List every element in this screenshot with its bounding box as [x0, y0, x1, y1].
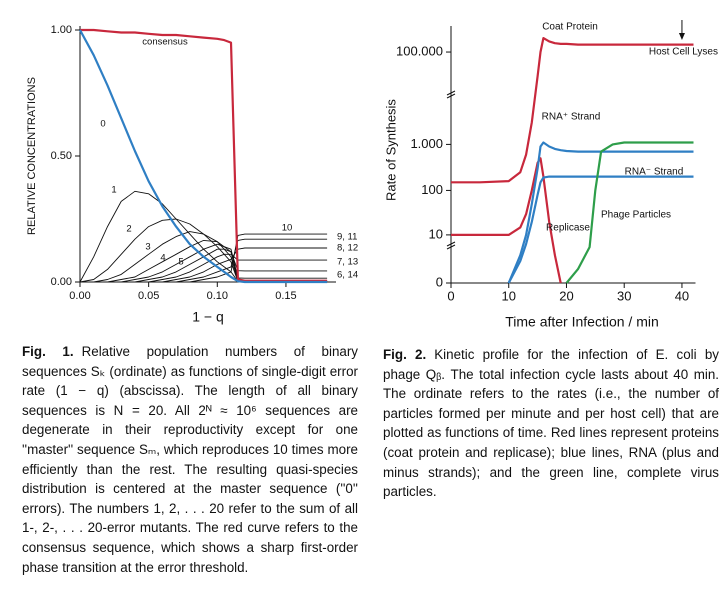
x-tick-label: 20: [559, 288, 573, 303]
line: [565, 141, 694, 284]
axis-break: [446, 93, 456, 99]
caption-text: Kinetic profile for the infection of E. …: [383, 347, 719, 500]
series-label: 7, 13: [337, 257, 358, 268]
line: [451, 37, 694, 184]
x-tick-label: 0.00: [69, 290, 90, 302]
series-label: Replicase: [546, 223, 590, 234]
x-tick-label: 40: [675, 288, 689, 303]
series-label: 8, 12: [337, 242, 358, 253]
y-tick-label: 0.00: [51, 276, 72, 288]
series-label: 0: [100, 119, 105, 130]
caption-label: Fig. 2.: [383, 347, 427, 362]
caption-1: Fig. 1. Relative population numbers of bi…: [22, 342, 358, 577]
series-label: 4: [160, 253, 165, 264]
line: [451, 157, 562, 284]
annotation: Host Cell Lyses: [649, 47, 718, 58]
y-tick-label: 0: [436, 274, 443, 289]
series-label: consensus: [142, 37, 188, 48]
figures: 0.00 0.50 1.00 0.00 0.05 0.10 0.15 RELATIVE CON…: [26, 20, 718, 330]
caption-label: Fig. 1.: [22, 344, 74, 359]
series-label: 2: [126, 224, 131, 235]
arrow-head: [678, 33, 685, 40]
series-label: RNA⁻ Strand: [625, 167, 684, 178]
line: [507, 141, 694, 284]
y-axis-label: Rate of Synthesis: [383, 99, 398, 201]
axis-break: [446, 241, 456, 247]
series-label: 6, 14: [337, 269, 358, 280]
x-axis-label: Time after Infection / min: [505, 314, 659, 330]
line: [79, 29, 328, 284]
series-label: 5: [178, 257, 183, 268]
caption-2: Fig. 2. Kinetic profile for the infection…: [383, 345, 719, 502]
line: [80, 28, 328, 282]
axis-break: [446, 90, 456, 96]
y-tick-label: 0.50: [51, 150, 72, 162]
x-tick-label: 0.10: [207, 290, 228, 302]
y-axis-label: RELATIVE CONCENTRATIONS: [26, 77, 38, 235]
axis-break: [446, 244, 456, 250]
x-axis-label: 1 − q: [192, 309, 224, 325]
y-tick-label: 1.00: [51, 24, 72, 36]
y-tick-label: 100.000: [396, 43, 443, 58]
line: [507, 175, 694, 284]
line: [80, 233, 328, 283]
x-tick-label: 0.05: [138, 290, 159, 302]
y-tick-label: 10: [429, 226, 443, 241]
x-tick-label: 10: [502, 288, 516, 303]
caption-text: Relative population numbers of binary se…: [22, 344, 358, 575]
series-label: RNA⁺ Strand: [542, 112, 601, 123]
x-tick-label: 0.15: [275, 290, 296, 302]
line: [80, 243, 328, 283]
series-label: 9, 11: [337, 232, 357, 243]
series-label: 3: [145, 242, 150, 253]
y-tick-label: 100: [421, 182, 443, 197]
series-label: 10: [282, 223, 293, 234]
line: [79, 190, 328, 283]
series-label: Coat Protein: [542, 22, 598, 33]
series-label: Phage Particles: [601, 210, 671, 221]
y-tick-label: 1.000: [410, 136, 443, 151]
x-tick-label: 30: [617, 288, 631, 303]
series-label: 1: [111, 185, 116, 196]
x-tick-label: 0: [447, 288, 454, 303]
